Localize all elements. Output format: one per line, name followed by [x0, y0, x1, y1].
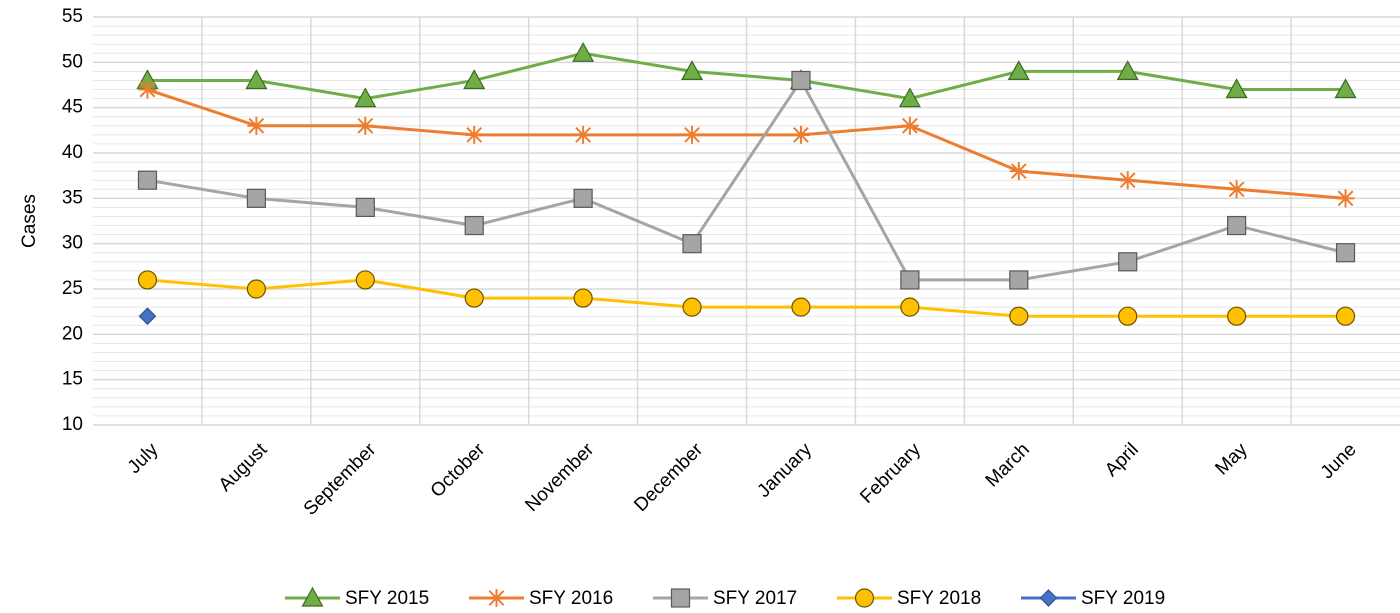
grid [93, 16, 1400, 426]
legend-item: SFY 2018 [837, 588, 981, 609]
marker [464, 215, 484, 236]
legend-label: SFY 2016 [529, 588, 613, 609]
legend-item: SFY 2015 [285, 586, 429, 609]
y-tick-label: 40 [62, 142, 83, 163]
legend-marker [1039, 589, 1058, 607]
marker [900, 116, 919, 135]
marker [900, 297, 920, 317]
marker [138, 80, 157, 99]
marker [355, 197, 375, 217]
x-tick-label: May [1211, 439, 1252, 480]
marker [137, 170, 158, 190]
legend-item: SFY 2017 [653, 588, 797, 609]
marker [1227, 306, 1247, 326]
line [146, 88, 1346, 200]
x-tick-label: October [427, 439, 490, 502]
x-tick-label: March [982, 439, 1034, 491]
marker [573, 288, 593, 308]
marker [1007, 60, 1030, 80]
x-tick-label: December [630, 439, 707, 516]
marker [573, 188, 593, 208]
marker [1335, 306, 1356, 326]
legend-marker [854, 588, 875, 608]
series [137, 70, 1356, 290]
line [147, 51, 1346, 101]
marker [465, 125, 484, 144]
legend-marker [670, 588, 691, 608]
marker [791, 297, 811, 317]
marker [572, 42, 595, 62]
legend-label: SFY 2019 [1081, 588, 1165, 609]
y-tick-label: 20 [62, 323, 83, 344]
marker [683, 125, 702, 144]
marker [463, 69, 486, 90]
marker [574, 125, 593, 144]
marker [137, 270, 158, 290]
x-tick-label: August [215, 439, 272, 496]
y-tick-label: 25 [62, 278, 83, 299]
marker [1116, 60, 1139, 80]
y-tick-label: 45 [62, 97, 83, 118]
y-tick-label: 15 [62, 369, 83, 390]
marker [246, 188, 266, 208]
marker [1336, 189, 1355, 208]
y-tick-label: 10 [62, 414, 83, 435]
marker [681, 60, 704, 80]
y-tick-label: 55 [62, 6, 83, 27]
marker [354, 87, 377, 108]
marker [1225, 78, 1248, 99]
marker [138, 307, 157, 326]
y-axis-label: Cases [19, 194, 40, 248]
marker [464, 288, 484, 308]
marker [1009, 306, 1029, 326]
x-tick-label: January [753, 439, 816, 502]
legend-label: SFY 2015 [345, 588, 429, 609]
marker [791, 125, 810, 144]
y-tick-label: 50 [62, 51, 83, 72]
marker [247, 116, 266, 135]
marker [1227, 180, 1246, 199]
legend-item: SFY 2019 [1021, 588, 1165, 609]
legend-label: SFY 2018 [897, 588, 981, 609]
y-tick-label: 35 [62, 187, 83, 208]
marker [1118, 252, 1138, 272]
marker [900, 270, 920, 290]
marker [1009, 270, 1029, 290]
marker [791, 70, 811, 91]
marker [356, 116, 375, 135]
legend-marker [301, 586, 324, 607]
marker [682, 297, 702, 317]
legend-marker [487, 589, 506, 607]
line [147, 77, 1346, 282]
y-tick-label: 30 [62, 233, 83, 254]
marker [1227, 215, 1247, 236]
series [137, 270, 1356, 326]
marker [1334, 78, 1357, 99]
line [147, 278, 1346, 318]
marker [1009, 162, 1028, 181]
marker [1118, 171, 1137, 190]
marker [245, 69, 268, 90]
legend-label: SFY 2017 [713, 588, 797, 609]
x-tick-label: September [300, 439, 381, 520]
marker [1118, 306, 1138, 326]
marker [355, 270, 375, 290]
marker [1335, 243, 1356, 263]
x-tick-label: July [124, 439, 163, 478]
x-tick-label: April [1101, 439, 1143, 481]
series [138, 307, 157, 326]
marker [898, 87, 921, 108]
marker [246, 279, 266, 299]
x-tick-label: June [1317, 439, 1361, 483]
legend-item: SFY 2016 [469, 588, 613, 609]
x-tick-label: November [521, 439, 598, 516]
x-tick-label: February [856, 439, 925, 508]
series [138, 80, 1355, 208]
marker [682, 234, 702, 254]
